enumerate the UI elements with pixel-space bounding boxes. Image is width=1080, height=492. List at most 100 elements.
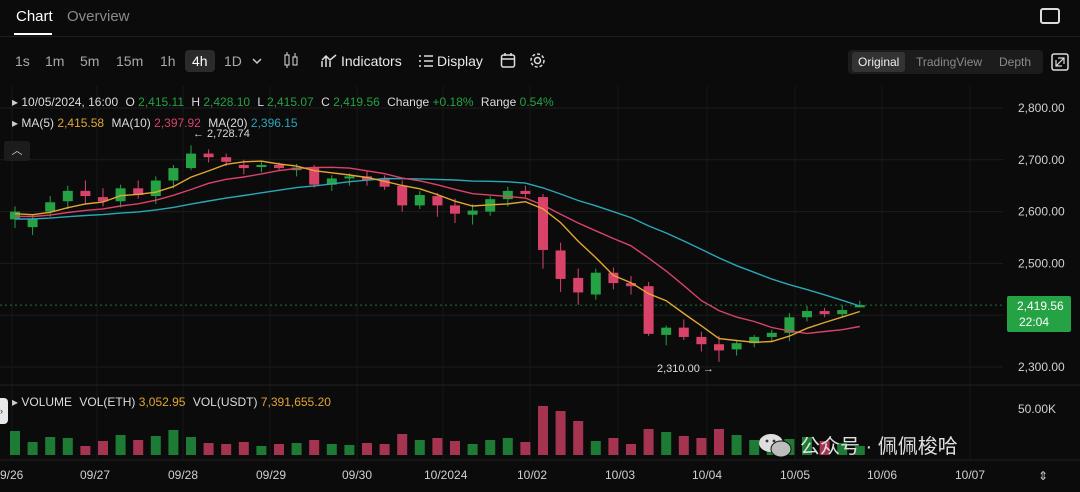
candle-down[interactable] (819, 311, 830, 315)
ma5-line (14, 160, 861, 344)
low-value: 2,415.07 (267, 95, 314, 109)
range-value: 0.54% (519, 95, 554, 109)
x-axis-label: 10/03 (605, 468, 635, 482)
candle-up[interactable] (115, 188, 126, 202)
volume-bar (573, 421, 584, 455)
candle-down[interactable] (432, 196, 443, 206)
tab-overview[interactable]: Overview (67, 8, 130, 25)
candle-down[interactable] (626, 283, 636, 287)
display-icon[interactable] (418, 53, 434, 69)
current-price-tag: 2,419.56 22:04 (1007, 296, 1071, 332)
y-axis-label: 2,600.00 (1018, 205, 1065, 219)
low-label: L (257, 95, 264, 109)
collapse-legend-button[interactable]: ︿ (4, 141, 30, 161)
timeframe-1h[interactable]: 1h (160, 53, 176, 69)
volume-bar (186, 437, 196, 455)
candle-up[interactable] (784, 317, 795, 333)
candle-up[interactable] (590, 272, 601, 295)
candle-down[interactable] (520, 190, 531, 194)
candle-type-icon[interactable] (282, 50, 300, 70)
candle-up[interactable] (766, 332, 777, 337)
x-axis-label: 09/29 (256, 468, 286, 482)
tab-chart[interactable]: Chart (16, 8, 53, 25)
indicators-icon[interactable] (321, 53, 339, 69)
candle-up[interactable] (150, 180, 161, 197)
volume-bar (520, 442, 531, 455)
candle-down[interactable] (362, 176, 372, 181)
indicators-button[interactable]: Indicators (341, 53, 402, 69)
settings-gear-icon[interactable] (529, 52, 546, 69)
view-depth[interactable]: Depth (999, 55, 1032, 69)
volume-bar (538, 406, 548, 455)
candle-down[interactable] (133, 188, 144, 196)
candle-down[interactable] (379, 178, 390, 187)
candle-up[interactable] (749, 336, 760, 344)
candle-down[interactable] (274, 164, 284, 169)
candle-down[interactable] (678, 327, 689, 337)
candle-up[interactable] (414, 195, 425, 206)
candle-down[interactable] (221, 157, 232, 162)
volume-bar (362, 443, 372, 455)
candle-down[interactable] (643, 286, 654, 334)
candle-up[interactable] (45, 202, 56, 212)
candle-down[interactable] (714, 344, 724, 351)
candle-up[interactable] (837, 310, 848, 315)
candle-up[interactable] (502, 190, 513, 200)
candle-up[interactable] (467, 210, 478, 215)
candle-down[interactable] (450, 205, 460, 214)
x-axis-label: 10/02 (517, 468, 547, 482)
close-label: C (321, 95, 330, 109)
candle-up[interactable] (168, 168, 179, 181)
ohlc-legend: ▸ 10/05/2024, 16:00 O 2,415.11 H 2,428.1… (12, 95, 554, 109)
candle-up[interactable] (10, 211, 20, 220)
candle-down[interactable] (397, 185, 408, 206)
expand-panel-handle[interactable]: › (0, 398, 8, 424)
timeframe-1d[interactable]: 1D (224, 53, 242, 69)
top-tabs-bar: Chart Overview (0, 0, 1080, 37)
timeframe-1m[interactable]: 1m (45, 53, 65, 69)
volume-bar (133, 440, 144, 455)
candle-down[interactable] (238, 164, 249, 169)
fullscreen-icon[interactable] (1050, 52, 1070, 72)
candle-up[interactable] (186, 153, 196, 169)
x-axis-label: 10/05 (780, 468, 810, 482)
window-icon[interactable] (1040, 8, 1060, 24)
view-tradingview[interactable]: TradingView (916, 55, 983, 69)
candle-up[interactable] (344, 176, 355, 179)
ma10-label: MA(10) (111, 116, 151, 130)
timeframe-1s[interactable]: 1s (15, 53, 30, 69)
volume-legend: ▸ VOLUME VOL(ETH) 3,052.95 VOL(USDT) 7,3… (12, 395, 331, 409)
current-price: 2,419.56 (1017, 299, 1064, 313)
axis-scale-icon[interactable]: ⇕ (1038, 469, 1048, 483)
candle-up[interactable] (256, 164, 267, 168)
candle-up[interactable] (731, 343, 742, 350)
volume-bar (414, 440, 425, 455)
candle-down[interactable] (98, 197, 108, 202)
view-original[interactable]: Original (852, 52, 906, 72)
chevron-down-icon[interactable] (251, 56, 263, 66)
candle-up[interactable] (802, 311, 812, 318)
candle-down[interactable] (608, 272, 619, 284)
timeframe-4h[interactable]: 4h (185, 50, 215, 72)
y-axis-label: 2,300.00 (1018, 360, 1065, 374)
display-button[interactable]: Display (437, 53, 483, 69)
candle-down[interactable] (538, 197, 548, 250)
candle-up[interactable] (661, 327, 672, 335)
candle-down[interactable] (573, 277, 584, 293)
candle-down[interactable] (696, 336, 707, 345)
candle-up[interactable] (27, 219, 38, 228)
timeframe-5m[interactable]: 5m (80, 53, 100, 69)
candle-down[interactable] (203, 153, 214, 158)
candle-down[interactable] (309, 168, 320, 185)
candle-down[interactable] (80, 190, 91, 197)
candle-up[interactable] (854, 305, 865, 308)
calendar-icon[interactable] (500, 52, 516, 69)
volume-bar (731, 435, 742, 455)
candle-up[interactable] (62, 190, 73, 202)
candle-up[interactable] (326, 178, 337, 185)
volume-bar (626, 444, 636, 455)
volume-bar (326, 444, 337, 455)
candle-down[interactable] (555, 250, 566, 279)
timeframe-15m[interactable]: 15m (116, 53, 144, 69)
